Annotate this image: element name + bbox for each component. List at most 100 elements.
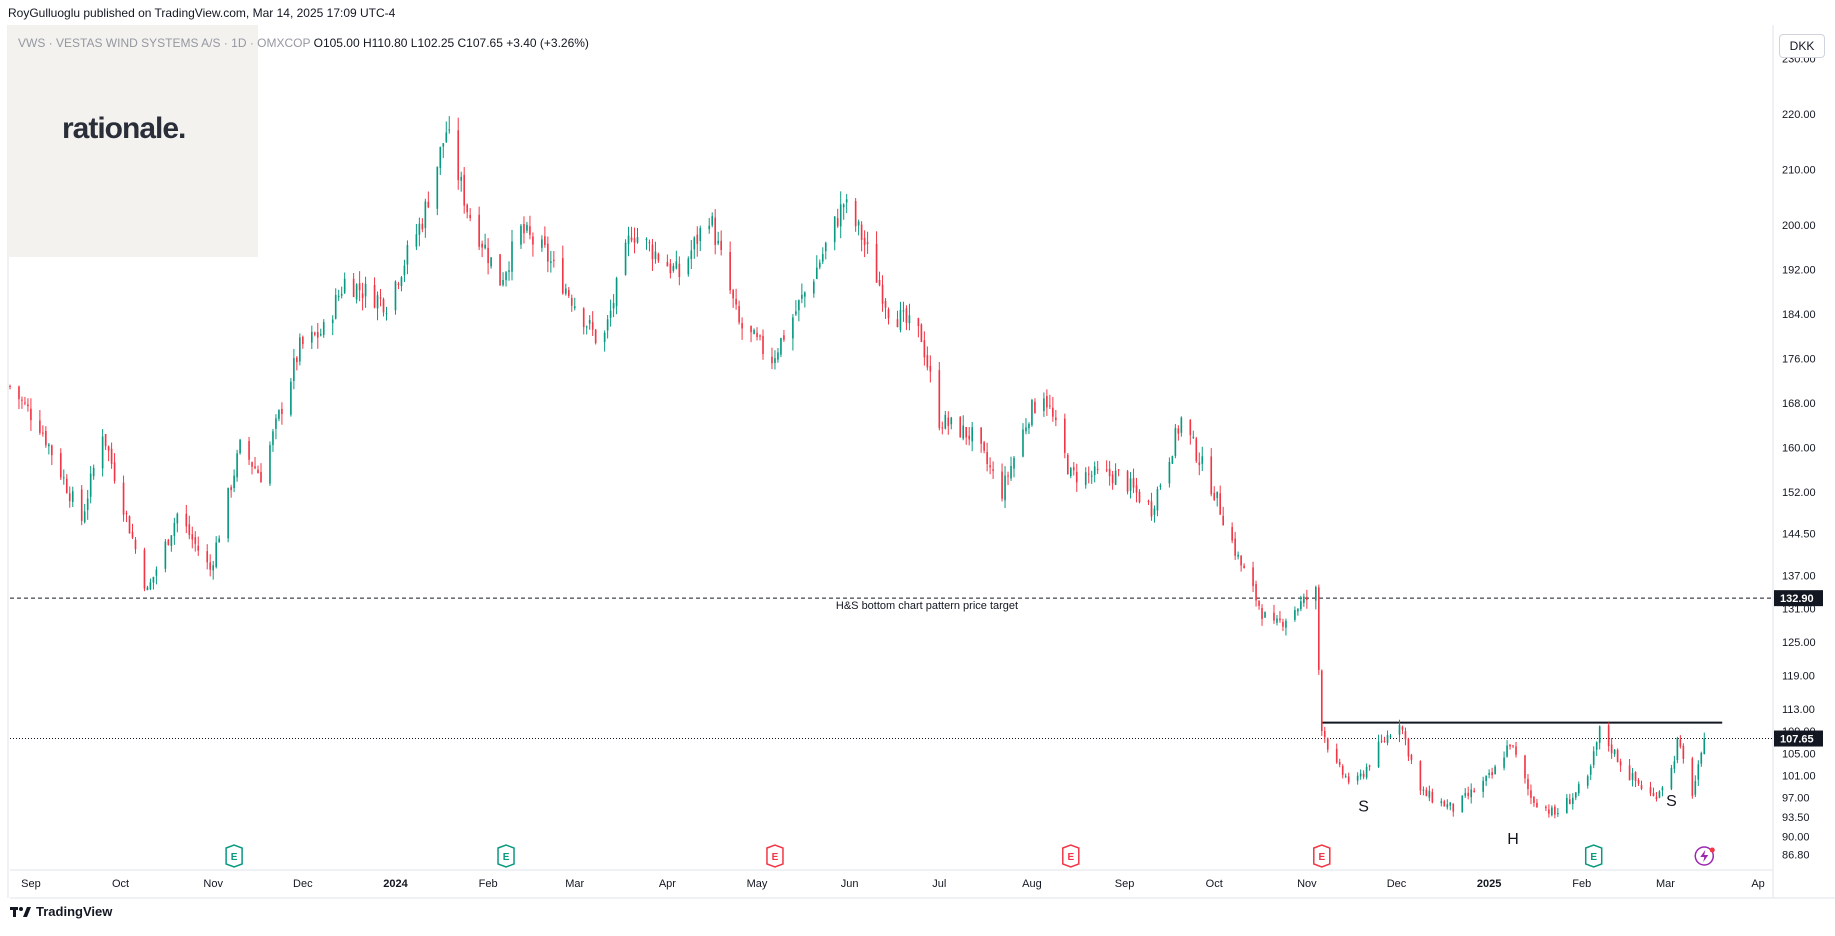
- candle-body: [484, 244, 486, 249]
- candle-body: [1700, 752, 1703, 764]
- candle-body: [469, 215, 471, 218]
- candle-body: [1168, 462, 1171, 484]
- lightning-icon: [1700, 850, 1709, 862]
- candle-body: [983, 442, 985, 451]
- candle-body: [1673, 761, 1676, 769]
- candle-body: [251, 462, 253, 467]
- candle-body: [92, 467, 95, 477]
- candle-body: [920, 324, 923, 342]
- candle-body: [750, 325, 752, 333]
- candle-body: [1297, 609, 1299, 612]
- candle-body: [146, 587, 149, 591]
- candle-body: [170, 535, 173, 546]
- candle-body: [561, 258, 564, 294]
- candle-body: [941, 427, 944, 429]
- earnings-marker: [1584, 844, 1603, 868]
- candle-body: [191, 534, 194, 540]
- earnings-marker: [225, 844, 243, 868]
- candle-body: [1527, 778, 1529, 790]
- last-price-label: 107.65: [1780, 734, 1814, 746]
- candle-body: [1240, 555, 1242, 566]
- y-tick-label: 184.00: [1782, 309, 1816, 321]
- candle-body: [319, 333, 322, 336]
- candle-body: [771, 356, 773, 364]
- candlestick-series: [9, 116, 1706, 819]
- candle-body: [968, 435, 971, 440]
- tradingview-logo[interactable]: TradingView: [10, 904, 112, 919]
- target-price-label: 132.90: [1780, 593, 1814, 605]
- earnings-marker-letter: E: [1590, 852, 1597, 863]
- candle-body: [293, 358, 295, 381]
- candle-body: [756, 332, 758, 338]
- candle-body: [1198, 462, 1201, 466]
- candle-body: [122, 482, 125, 515]
- candle-body: [83, 511, 86, 523]
- candle-body: [1010, 466, 1012, 479]
- candle-body: [947, 417, 950, 426]
- candle-body: [526, 224, 528, 231]
- y-tick-label: 144.50: [1782, 529, 1816, 541]
- candle-body: [1598, 726, 1601, 743]
- y-tick-label: 125.00: [1782, 637, 1816, 649]
- candle-body: [418, 223, 421, 235]
- candle-body: [1634, 772, 1637, 781]
- candle-body: [18, 386, 20, 400]
- candle-body: [21, 399, 23, 401]
- publish-info: RoyGulluoglu published on TradingView.co…: [8, 6, 396, 20]
- target-line-text: H&S bottom chart pattern price target: [836, 600, 1018, 612]
- candle-body: [1410, 755, 1413, 760]
- candle-body: [1306, 597, 1308, 601]
- candle-body: [89, 473, 92, 497]
- candle-body: [1192, 436, 1195, 438]
- candle-body: [896, 319, 899, 328]
- candle-body: [30, 408, 32, 421]
- candle-body: [1548, 809, 1550, 814]
- candle-body: [1156, 489, 1159, 511]
- candle-body: [687, 258, 690, 275]
- candle-body: [783, 335, 785, 340]
- y-tick-label: 101.00: [1782, 770, 1816, 782]
- candle-body: [615, 278, 618, 307]
- candle-body: [406, 245, 409, 265]
- candle-body: [962, 425, 965, 439]
- currency-button[interactable]: DKK: [1779, 34, 1825, 58]
- candle-body: [1285, 620, 1287, 628]
- candle-body: [833, 216, 836, 243]
- watermark-logo: rationale.: [62, 112, 186, 145]
- candle-body: [1655, 796, 1658, 800]
- candle-body: [636, 236, 639, 243]
- candle-body: [627, 235, 630, 245]
- candle-body: [971, 427, 974, 442]
- candle-body: [373, 285, 376, 308]
- candle-body: [260, 471, 262, 483]
- candle-body: [355, 284, 358, 300]
- x-tick-label: Dec: [293, 878, 313, 890]
- candle-body: [236, 453, 238, 478]
- candle-body: [645, 238, 648, 240]
- y-tick-label: 131.00: [1782, 604, 1816, 616]
- candle-body: [1404, 731, 1407, 740]
- last-price-badge: [1774, 730, 1823, 747]
- candle-body: [1171, 456, 1174, 464]
- candle-body: [1075, 471, 1078, 483]
- candle-body: [1407, 738, 1410, 757]
- symbol-legend[interactable]: VWS · VESTAS WIND SYSTEMS A/S · 1D · OMX…: [18, 36, 589, 50]
- candle-body: [1347, 776, 1350, 783]
- candle-body: [1554, 806, 1556, 815]
- candle-body: [1586, 776, 1589, 786]
- candle-body: [523, 224, 525, 234]
- candle-body: [1028, 423, 1030, 429]
- candle-body: [1491, 772, 1493, 776]
- candle-body: [1273, 612, 1275, 621]
- candle-body: [1577, 784, 1580, 794]
- candle-body: [1652, 793, 1655, 796]
- chart-axes: 86.8090.0093.5097.00101.00105.00109.0011…: [7, 25, 1835, 899]
- candle-body: [340, 293, 343, 296]
- candle-body: [824, 242, 827, 252]
- candle-body: [188, 524, 191, 536]
- candle-body: [448, 129, 451, 131]
- candle-body: [1261, 607, 1263, 620]
